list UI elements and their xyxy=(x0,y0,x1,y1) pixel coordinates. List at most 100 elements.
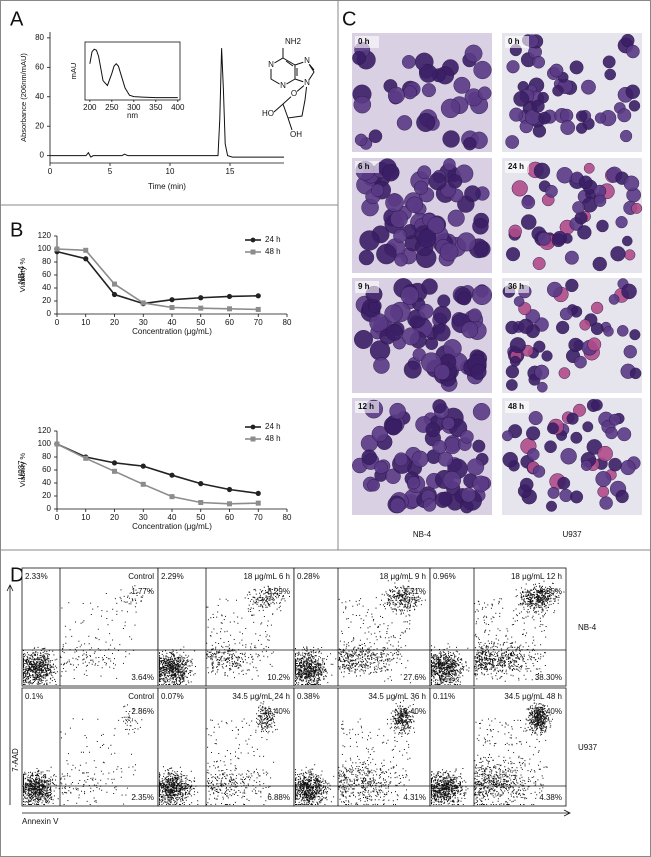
y-tick-label: 80 xyxy=(42,452,51,461)
cell xyxy=(538,111,551,125)
cell xyxy=(565,278,579,293)
plot-title: 18 μg/mL 6 h xyxy=(243,572,290,581)
plot-frame xyxy=(21,567,159,687)
cell xyxy=(394,253,408,267)
cell xyxy=(394,452,409,467)
series-line xyxy=(89,48,178,99)
cell xyxy=(453,76,471,94)
cell xyxy=(461,321,479,339)
cell xyxy=(626,44,640,59)
cell xyxy=(560,120,576,135)
marker xyxy=(226,486,233,493)
cell xyxy=(384,304,403,323)
y-tick-label: 0 xyxy=(40,151,45,160)
marker xyxy=(255,500,261,506)
cell xyxy=(460,430,474,444)
cell xyxy=(472,439,486,453)
column-label: NB-4 xyxy=(413,530,432,539)
cell xyxy=(352,51,367,65)
y-arrow xyxy=(6,584,14,805)
cell xyxy=(421,278,438,295)
row-label: NB-4 xyxy=(578,623,597,632)
cell xyxy=(509,337,526,354)
micrograph: 9 h xyxy=(352,278,493,393)
cell xyxy=(456,232,476,252)
cell xyxy=(619,129,633,143)
cell xyxy=(532,257,546,271)
quadrant-ul: 0.28% xyxy=(297,572,320,581)
quadrant-ul: 0.38% xyxy=(297,692,320,701)
time-label: 6 h xyxy=(358,162,370,171)
micrograph: 48 h xyxy=(501,398,642,515)
cell xyxy=(477,86,492,101)
cell xyxy=(527,448,540,461)
cell xyxy=(460,487,477,503)
cell xyxy=(615,489,629,504)
cell xyxy=(432,439,447,455)
x-axis-label: Annexin V xyxy=(22,817,59,826)
y-tick-label: 20 xyxy=(35,121,44,130)
cell xyxy=(425,422,441,438)
cell xyxy=(402,327,421,346)
marker xyxy=(169,494,175,500)
marker xyxy=(111,460,118,466)
x-tick-label: 20 xyxy=(110,513,119,522)
x-tick-label: 10 xyxy=(166,167,175,176)
cell xyxy=(608,294,620,305)
cell xyxy=(472,402,491,421)
quadrant-ur: 8.85% xyxy=(539,587,562,596)
column-label: U937 xyxy=(562,530,582,539)
cell xyxy=(575,110,588,122)
x-axis-label: nm xyxy=(127,111,138,120)
cell xyxy=(631,202,643,214)
x-tick-label: 50 xyxy=(196,513,205,522)
panel-label: C xyxy=(342,8,356,30)
cell xyxy=(621,283,637,300)
row-label: U937 xyxy=(17,460,26,480)
cell xyxy=(547,486,560,499)
cell xyxy=(463,137,477,151)
x-tick-label: 10 xyxy=(81,318,90,327)
cell xyxy=(558,367,571,379)
cell xyxy=(505,320,519,335)
time-label: 0 h xyxy=(358,37,370,46)
cell xyxy=(385,468,401,485)
atom-bg xyxy=(264,110,272,118)
cell xyxy=(457,291,472,306)
cell xyxy=(534,364,550,380)
time-label: 36 h xyxy=(508,282,524,291)
atom-label: N xyxy=(268,60,274,69)
x-tick-label: 50 xyxy=(196,318,205,327)
cell xyxy=(403,360,422,379)
event-dots xyxy=(159,585,290,685)
cell xyxy=(569,60,584,75)
cell xyxy=(592,256,607,272)
cell xyxy=(513,90,530,107)
event-dots xyxy=(431,580,565,685)
cell xyxy=(387,86,405,104)
cell xyxy=(389,497,406,514)
cell xyxy=(628,100,641,112)
time-label-bg xyxy=(505,36,529,48)
quadrant-lr: 3.64% xyxy=(131,673,154,682)
cell xyxy=(577,225,592,240)
legend-label: 48 h xyxy=(265,434,281,443)
y-tick-label: 40 xyxy=(35,92,44,101)
x-tick-label: 40 xyxy=(168,318,177,327)
y-tick-label: 40 xyxy=(42,478,51,487)
plot-title: 34.5 μg/mL 36 h xyxy=(368,692,426,701)
cell xyxy=(361,449,377,465)
atom-label: N xyxy=(304,78,310,87)
quadrant-ul: 0.11% xyxy=(433,692,455,701)
atom-label: HO xyxy=(262,109,274,118)
marker xyxy=(169,297,175,303)
cell xyxy=(428,172,447,191)
cell xyxy=(568,337,583,353)
cell xyxy=(625,84,641,100)
cell xyxy=(505,379,518,391)
micrograph: 12 h xyxy=(352,398,492,515)
atom-label: N xyxy=(280,81,286,90)
cell xyxy=(623,175,640,192)
cell xyxy=(536,381,548,393)
cell xyxy=(442,130,460,148)
